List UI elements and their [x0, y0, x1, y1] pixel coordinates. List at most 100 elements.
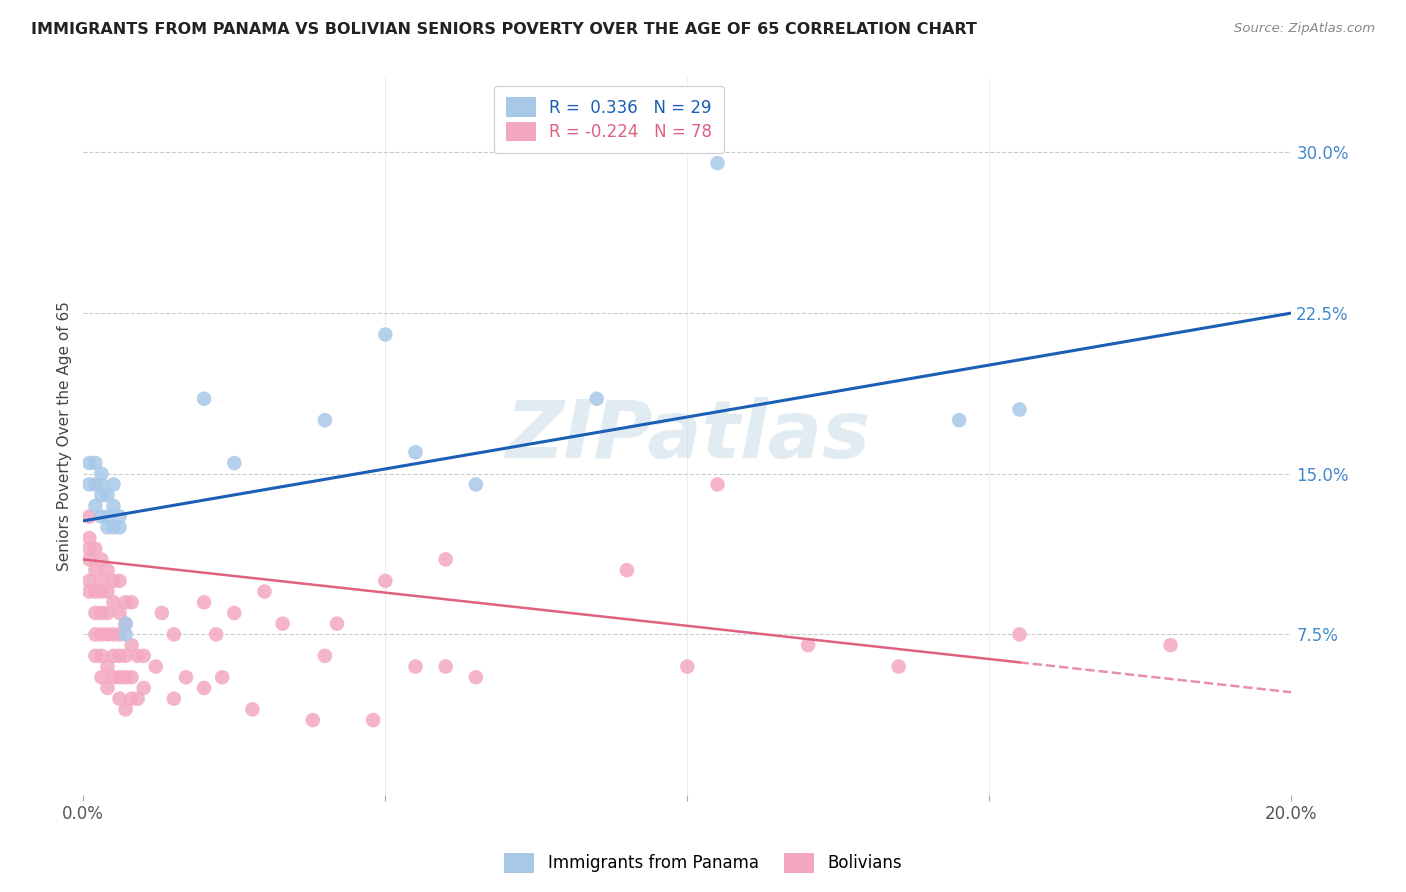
Point [374, 574, 396, 588]
Point [79, 541, 101, 556]
Point [706, 156, 728, 170]
Point [84, 456, 107, 470]
Point [79, 456, 101, 470]
Point [434, 552, 457, 566]
Point [96, 520, 118, 534]
Point [84, 563, 107, 577]
Point [103, 627, 125, 641]
Legend: R =  0.336   N = 29, R = -0.224   N = 78: R = 0.336 N = 29, R = -0.224 N = 78 [494, 86, 724, 153]
Point [108, 574, 131, 588]
Point [96, 563, 118, 577]
Text: IMMIGRANTS FROM PANAMA VS BOLIVIAN SENIORS POVERTY OVER THE AGE OF 65 CORRELATIO: IMMIGRANTS FROM PANAMA VS BOLIVIAN SENIO… [31, 22, 977, 37]
Point [1160, 638, 1182, 652]
Point [361, 713, 384, 727]
Point [90, 552, 112, 566]
Point [121, 638, 143, 652]
Point [79, 477, 101, 491]
Point [108, 606, 131, 620]
Point [108, 691, 131, 706]
Point [90, 648, 112, 663]
Point [108, 627, 131, 641]
Point [374, 327, 396, 342]
Point [114, 670, 136, 684]
Point [616, 563, 638, 577]
Y-axis label: Seniors Poverty Over the Age of 65: Seniors Poverty Over the Age of 65 [58, 301, 72, 571]
Point [84, 499, 107, 513]
Point [434, 659, 457, 673]
Point [96, 584, 118, 599]
Point [84, 541, 107, 556]
Point [127, 648, 149, 663]
Point [301, 713, 323, 727]
Point [103, 520, 125, 534]
Point [224, 606, 246, 620]
Point [174, 670, 197, 684]
Point [114, 702, 136, 716]
Point [706, 477, 728, 491]
Point [90, 574, 112, 588]
Point [79, 509, 101, 524]
Point [1008, 627, 1031, 641]
Point [121, 670, 143, 684]
Point [96, 606, 118, 620]
Point [326, 616, 349, 631]
Point [405, 659, 427, 673]
Point [79, 584, 101, 599]
Point [114, 627, 136, 641]
Point [224, 456, 246, 470]
Point [114, 616, 136, 631]
Point [108, 648, 131, 663]
Point [193, 681, 215, 695]
Point [79, 574, 101, 588]
Point [150, 606, 173, 620]
Point [887, 659, 910, 673]
Legend: Immigrants from Panama, Bolivians: Immigrants from Panama, Bolivians [498, 847, 908, 880]
Point [84, 606, 107, 620]
Point [948, 413, 970, 427]
Point [132, 681, 155, 695]
Point [163, 627, 186, 641]
Point [121, 691, 143, 706]
Point [90, 606, 112, 620]
Point [676, 659, 699, 673]
Point [108, 520, 131, 534]
Point [90, 670, 112, 684]
Point [84, 648, 107, 663]
Point [314, 413, 336, 427]
Point [271, 616, 294, 631]
Point [193, 392, 215, 406]
Point [253, 584, 276, 599]
Point [464, 477, 486, 491]
Text: Source: ZipAtlas.com: Source: ZipAtlas.com [1234, 22, 1375, 36]
Point [205, 627, 228, 641]
Point [103, 670, 125, 684]
Point [103, 477, 125, 491]
Point [103, 595, 125, 609]
Point [96, 509, 118, 524]
Point [132, 648, 155, 663]
Point [84, 584, 107, 599]
Point [242, 702, 264, 716]
Point [145, 659, 167, 673]
Point [585, 392, 607, 406]
Point [193, 595, 215, 609]
Point [96, 488, 118, 502]
Point [103, 499, 125, 513]
Point [127, 691, 149, 706]
Point [405, 445, 427, 459]
Point [90, 509, 112, 524]
Point [90, 467, 112, 481]
Point [114, 595, 136, 609]
Point [464, 670, 486, 684]
Point [163, 691, 186, 706]
Point [90, 488, 112, 502]
Point [103, 648, 125, 663]
Point [211, 670, 233, 684]
Point [90, 584, 112, 599]
Point [79, 552, 101, 566]
Point [121, 595, 143, 609]
Point [96, 627, 118, 641]
Point [108, 509, 131, 524]
Point [108, 670, 131, 684]
Point [114, 648, 136, 663]
